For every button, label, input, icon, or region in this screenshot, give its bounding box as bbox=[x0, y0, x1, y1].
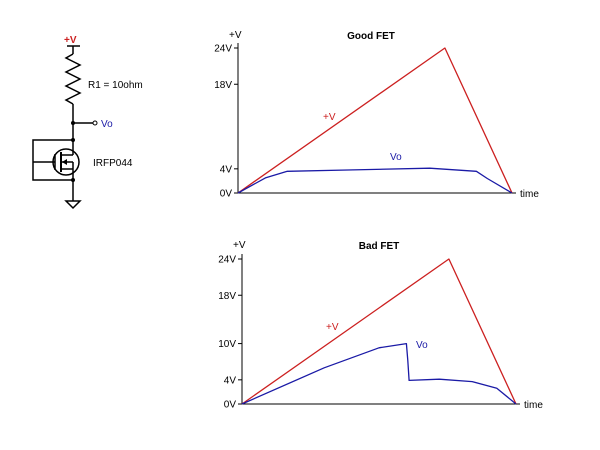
bad-fet-x-axis-label: time bbox=[524, 400, 543, 411]
bad-fet-supply-series-label: +V bbox=[326, 322, 339, 333]
ground-symbol bbox=[64, 200, 82, 210]
resistor-symbol bbox=[64, 53, 82, 105]
bad-fet-y-tick-label: 4V bbox=[224, 375, 237, 386]
bad-fet-y-tick-label: 18V bbox=[218, 291, 236, 302]
bad-fet-y-tick-label: 10V bbox=[218, 339, 236, 350]
schematic: +V R1 = 10ohm Vo IRFP044 bbox=[32, 35, 143, 210]
good-fet-y-axis-label: +V bbox=[229, 30, 242, 41]
transistor-label: IRFP044 bbox=[93, 158, 133, 169]
good-fet-y-tick-label: 18V bbox=[214, 80, 232, 91]
supply-label: +V bbox=[64, 35, 77, 46]
good-fet-supply-series-label: +V bbox=[323, 112, 336, 123]
bad-fet-output-line bbox=[241, 342, 517, 405]
good-fet-chart-title: Good FET bbox=[347, 31, 395, 42]
bad-fet-chart-title: Bad FET bbox=[359, 241, 400, 252]
good-fet-y-tick-label: 0V bbox=[220, 189, 233, 200]
good-fet-output-series-label: Vo bbox=[390, 152, 402, 163]
good-fet-output-line bbox=[237, 167, 513, 194]
output-terminal bbox=[92, 120, 98, 126]
good-fet-chart: Good FET +V time 0V 4V 18V 24V +V Vo bbox=[214, 30, 539, 200]
bad-fet-y-tick-label: 0V bbox=[224, 400, 237, 411]
bad-fet-supply-line bbox=[241, 258, 517, 405]
good-fet-supply-line bbox=[237, 47, 513, 194]
good-fet-y-tick-label: 4V bbox=[220, 164, 233, 175]
output-label: Vo bbox=[101, 119, 113, 130]
resistor-label: R1 = 10ohm bbox=[88, 80, 143, 91]
bad-fet-y-axis-label: +V bbox=[233, 240, 246, 251]
mosfet-symbol bbox=[33, 140, 80, 180]
good-fet-y-tick-label: 24V bbox=[214, 44, 232, 55]
gate-loop-wire bbox=[32, 139, 73, 181]
good-fet-x-axis-label: time bbox=[520, 189, 539, 200]
bad-fet-output-series-label: Vo bbox=[416, 340, 428, 351]
bad-fet-chart: Bad FET +V time 0V 4V 10V 18V 24V +V Vo bbox=[218, 240, 543, 411]
bad-fet-y-tick-label: 24V bbox=[218, 255, 236, 266]
